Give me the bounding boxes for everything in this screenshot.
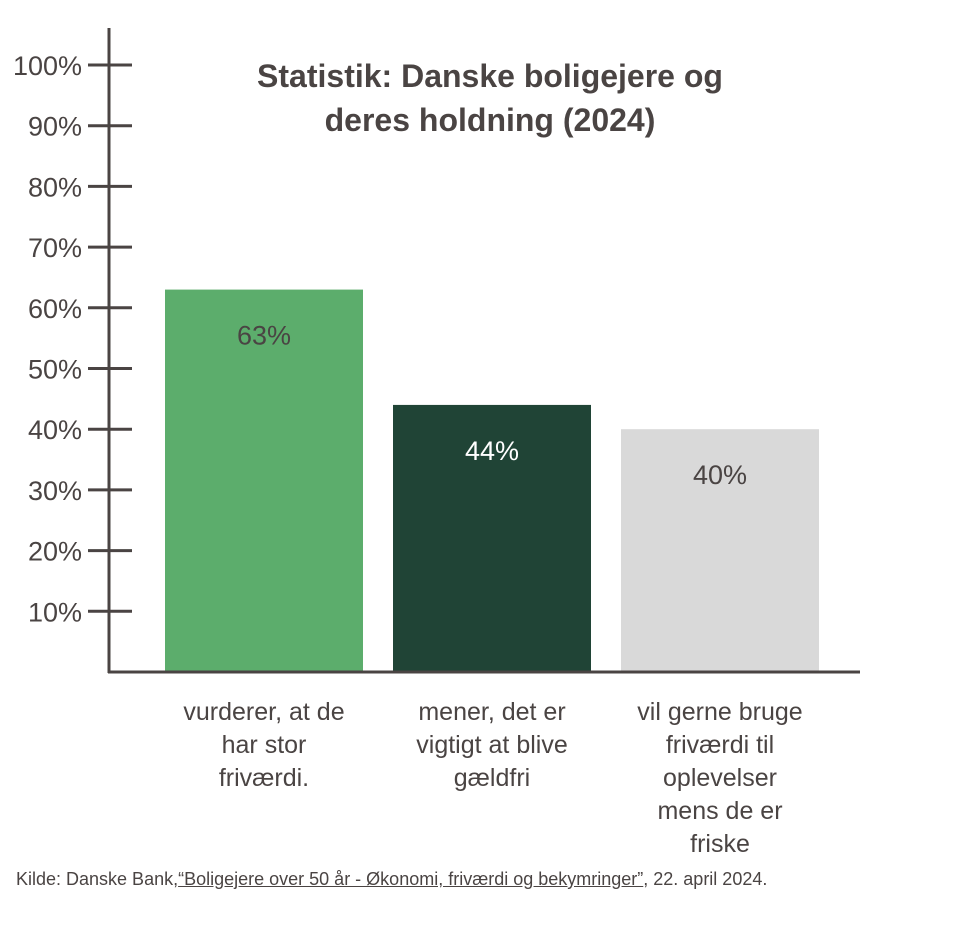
x-category-label: friske bbox=[690, 830, 750, 858]
bar-value-label: 44% bbox=[465, 436, 519, 466]
source-prefix: Kilde: Danske Bank, bbox=[16, 869, 179, 889]
y-tick-label: 30% bbox=[28, 476, 82, 506]
x-category-label: oplevelser bbox=[663, 764, 777, 792]
bars: 63% 44% 40% bbox=[165, 289, 819, 672]
y-axis: 10% 20% 30% 40% 50% 60% 70% 80% 90% 100% bbox=[13, 28, 132, 673]
source-suffix: , 22. april 2024. bbox=[643, 869, 768, 889]
x-category-label: vil gerne bruge bbox=[637, 698, 802, 726]
x-axis: vurderer, at de har stor friværdi. mener, d… bbox=[108, 670, 860, 858]
x-category-label: vigtigt at blive bbox=[416, 731, 567, 759]
x-category-label: gældfri bbox=[454, 764, 530, 792]
y-tick-label: 50% bbox=[28, 355, 82, 385]
bar bbox=[621, 429, 819, 672]
x-category-label: har stor bbox=[222, 731, 307, 759]
y-tick-label: 40% bbox=[28, 415, 82, 445]
x-category-label: friværdi til bbox=[666, 731, 774, 759]
x-category-label: mener, det er bbox=[418, 698, 565, 726]
x-category-label: vurderer, at de bbox=[183, 698, 344, 726]
bar-value-label: 63% bbox=[237, 321, 291, 351]
y-tick-label: 80% bbox=[28, 172, 82, 202]
y-tick-label: 90% bbox=[28, 112, 82, 142]
y-tick-label: 100% bbox=[13, 51, 82, 81]
chart-title-line-1: Statistik: Danske boligejere og bbox=[257, 58, 723, 94]
y-tick-label: 70% bbox=[28, 233, 82, 263]
source-link[interactable]: “Boligejere over 50 år - Økonomi, frivær… bbox=[178, 869, 644, 889]
bar-value-label: 40% bbox=[693, 460, 747, 490]
y-tick-label: 60% bbox=[28, 294, 82, 324]
x-category-label: friværdi. bbox=[219, 764, 309, 792]
chart-title-line-2: deres holdning (2024) bbox=[325, 102, 656, 138]
bar bbox=[393, 404, 591, 672]
source-note: Kilde: Danske Bank,“Boligejere over 50 å… bbox=[16, 866, 876, 892]
x-category-label: mens de er bbox=[657, 797, 782, 825]
y-tick-label: 20% bbox=[28, 537, 82, 567]
y-tick-label: 10% bbox=[28, 597, 82, 627]
bar bbox=[165, 289, 363, 672]
